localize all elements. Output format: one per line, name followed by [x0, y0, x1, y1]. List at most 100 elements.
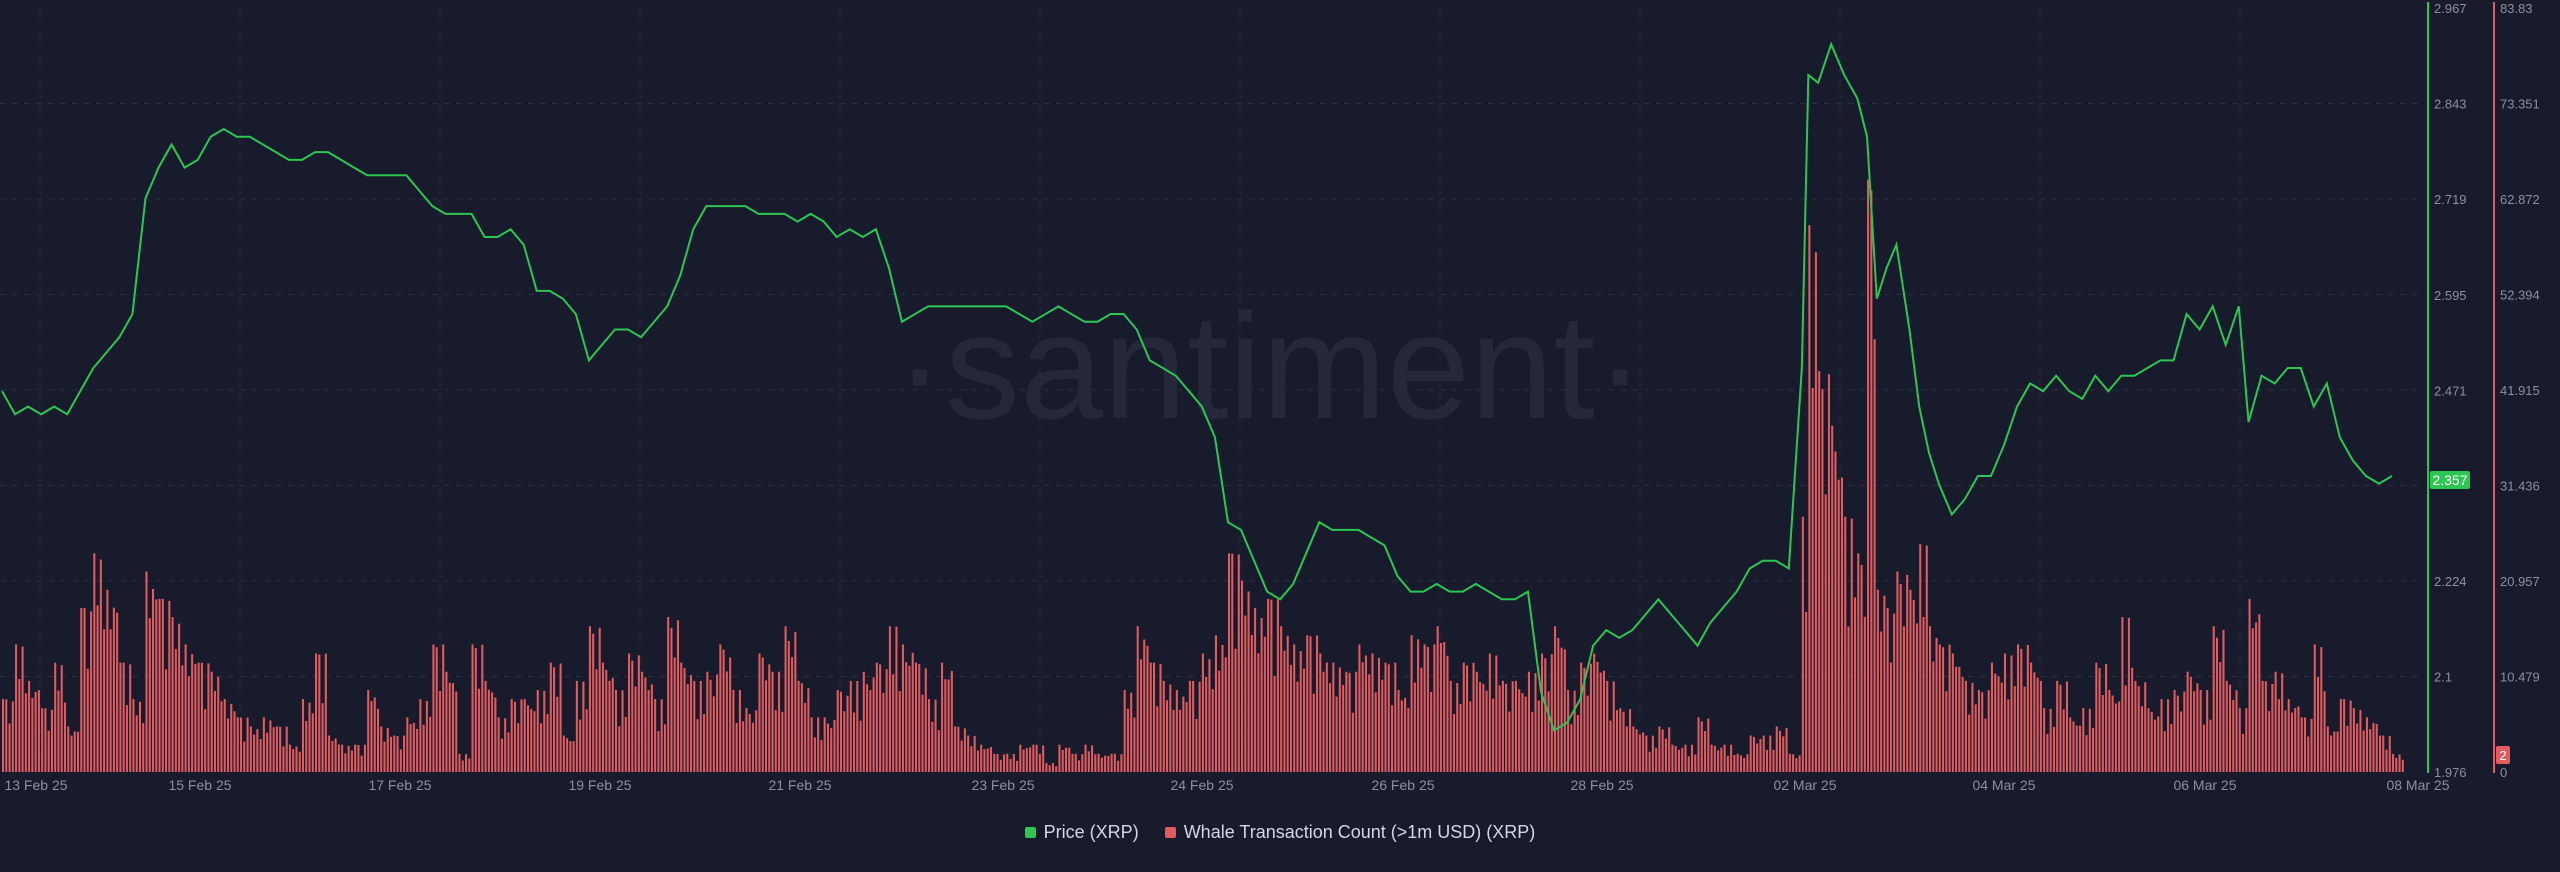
whale-bar [1987, 690, 1990, 772]
whale-bar [461, 760, 464, 772]
whale-bar [416, 728, 419, 772]
whale-bar [1348, 672, 1351, 772]
whale-bar [2375, 724, 2378, 772]
whale-bar [1003, 754, 1006, 772]
whale-bar [2235, 690, 2238, 772]
whale-bar [2209, 719, 2212, 772]
whale-bar [2339, 699, 2342, 772]
whale-bar [768, 664, 771, 772]
whale-bar [2082, 708, 2085, 772]
whale-bar [399, 749, 402, 772]
legend-item-price[interactable]: Price (XRP) [1024, 822, 1139, 843]
x-tick-label: 02 Mar 25 [1773, 777, 1836, 793]
whale-bar [1958, 666, 1961, 772]
whale-bar [396, 736, 399, 772]
whale-bar [487, 689, 490, 772]
whale-bar [1152, 662, 1156, 772]
whale-bar [57, 690, 60, 772]
whale-bar [86, 668, 89, 772]
whale-bar [178, 623, 181, 772]
whale-bar [187, 676, 190, 772]
whale-bar [637, 655, 640, 772]
whale-bar [145, 571, 148, 772]
whale-bar [2401, 759, 2404, 772]
whale-bar [1521, 693, 1524, 772]
whale-bar [849, 680, 852, 772]
whale-bar [357, 745, 360, 772]
whale-bar [5, 699, 8, 772]
whale-bar [445, 671, 448, 772]
whale-bar [2118, 701, 2121, 772]
whale-bar [2023, 686, 2026, 772]
whale-bar [1302, 668, 1306, 772]
whale-bar [781, 711, 784, 772]
whale-bar [1475, 671, 1478, 772]
whale-bar [393, 735, 396, 772]
whale-bar [510, 699, 513, 772]
whale-bar [2075, 725, 2078, 772]
whale-bar [1769, 735, 1772, 772]
whale-bar [1417, 639, 1420, 772]
whale-bar [448, 682, 451, 772]
whale-bar [119, 662, 122, 772]
whale-bar [256, 729, 259, 772]
whale-bar [1032, 744, 1035, 772]
whale-bar [1201, 653, 1204, 772]
whale-bar [2317, 677, 2320, 772]
price-tick-label: 2.967 [2434, 1, 2467, 16]
price-tick-label: 2.224 [2434, 574, 2467, 589]
whale-bar [2232, 699, 2235, 772]
whale-bar [745, 708, 748, 772]
whale-bar [2277, 699, 2280, 772]
whale-bar [181, 665, 184, 772]
whale-bar [1485, 690, 1488, 772]
whale-bar [451, 683, 455, 772]
whale-bar [1492, 698, 1495, 772]
whale-bar [500, 738, 503, 772]
whale-bar [90, 611, 93, 772]
whale-bar [2108, 689, 2111, 772]
whale-bar [1400, 700, 1403, 772]
whale-bar [2196, 683, 2199, 772]
price-line [1, 41, 2393, 732]
whale-bar [220, 701, 223, 772]
legend: Price (XRP) Whale Transaction Count (>1m… [0, 822, 2560, 843]
whale-bar [2369, 729, 2372, 772]
whale-bar [2398, 754, 2401, 772]
whale-bar [350, 750, 353, 772]
whale-bar [1283, 650, 1286, 772]
whale-bar [2395, 757, 2398, 772]
whale-bar [1084, 744, 1087, 772]
whale-bar [1316, 635, 1319, 772]
legend-item-whale[interactable]: Whale Transaction Count (>1m USD) (XRP) [1164, 822, 1535, 843]
whale-bar [618, 726, 621, 772]
whale-bar [1439, 642, 1442, 772]
x-tick-label: 24 Feb 25 [1170, 777, 1233, 793]
whale-bar [1466, 665, 1469, 772]
whale-bar [1019, 744, 1022, 772]
whale-bar [1322, 671, 1325, 772]
whale-bar [680, 662, 683, 772]
whale-bar [1932, 661, 1935, 772]
whale-bar [47, 730, 50, 772]
whale-bar [2189, 676, 2192, 772]
whale-bar [859, 720, 862, 772]
whale-bar [344, 753, 347, 772]
whale-bar [650, 684, 653, 772]
whale-bar [18, 679, 21, 772]
whale-bar [2388, 736, 2391, 772]
whale-bar [976, 750, 979, 772]
whale-bar [1801, 516, 1804, 772]
whale-bar [517, 723, 520, 772]
whale-bar [2222, 629, 2225, 772]
whale-bar [1681, 747, 1684, 772]
whale-bar [2160, 699, 2163, 772]
whale-bar [1955, 666, 1958, 772]
whale-bar [148, 618, 151, 772]
whale-bar [1423, 644, 1426, 772]
whale-bar [1873, 339, 1876, 772]
whale-bar [494, 697, 497, 772]
whale-bar [719, 644, 722, 772]
whale-bar [478, 688, 481, 772]
whale-bar [1889, 662, 1892, 772]
